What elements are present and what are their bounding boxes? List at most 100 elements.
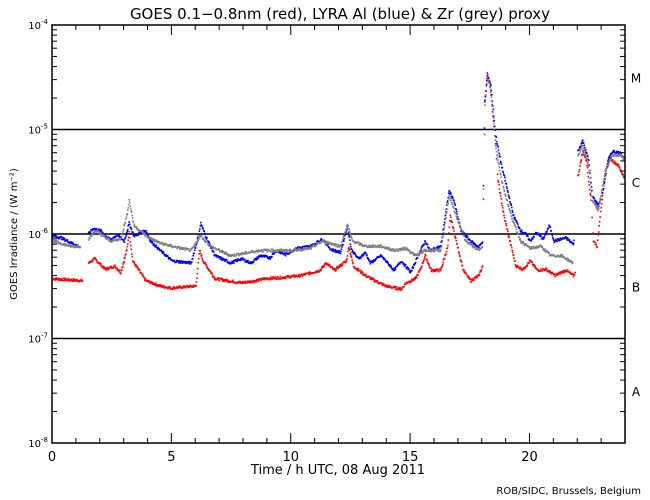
data-point bbox=[316, 243, 319, 245]
data-point bbox=[154, 283, 156, 286]
data-point bbox=[371, 277, 373, 279]
data-point bbox=[603, 175, 606, 177]
data-point bbox=[338, 246, 340, 248]
data-point bbox=[584, 156, 587, 158]
data-point bbox=[99, 262, 101, 265]
data-point bbox=[490, 89, 492, 91]
data-point bbox=[423, 258, 426, 260]
data-point bbox=[206, 237, 208, 239]
data-point bbox=[192, 254, 194, 257]
data-point bbox=[534, 233, 537, 235]
data-point bbox=[330, 242, 332, 245]
data-point bbox=[240, 258, 243, 261]
data-point bbox=[341, 264, 344, 266]
data-point bbox=[307, 247, 310, 249]
data-point bbox=[619, 168, 621, 170]
data-point bbox=[138, 230, 140, 232]
data-point bbox=[124, 237, 127, 239]
data-point bbox=[470, 241, 473, 243]
data-point bbox=[182, 260, 184, 263]
data-point bbox=[276, 250, 278, 252]
data-point bbox=[371, 277, 374, 280]
data-point bbox=[142, 229, 144, 232]
data-point bbox=[280, 250, 282, 252]
data-point bbox=[360, 272, 363, 274]
data-point bbox=[446, 247, 449, 249]
data-point bbox=[61, 238, 63, 241]
data-point bbox=[462, 269, 465, 271]
data-point bbox=[565, 258, 568, 261]
data-point bbox=[253, 251, 256, 254]
data-point bbox=[570, 259, 572, 262]
data-point bbox=[481, 265, 484, 267]
data-point bbox=[538, 246, 540, 249]
data-point bbox=[479, 271, 481, 273]
data-point bbox=[252, 279, 255, 282]
data-point bbox=[498, 152, 500, 154]
chart-title: GOES 0.1−0.8nm (red), LYRA Al (blue) & Z… bbox=[130, 5, 550, 23]
data-point bbox=[73, 278, 76, 280]
data-point bbox=[328, 242, 331, 244]
data-point bbox=[340, 243, 343, 246]
data-point bbox=[603, 181, 606, 183]
data-point bbox=[498, 183, 500, 186]
data-point bbox=[158, 248, 161, 250]
data-point bbox=[169, 244, 171, 247]
data-point bbox=[338, 266, 341, 268]
data-point bbox=[118, 234, 120, 236]
data-point bbox=[471, 243, 473, 246]
data-point bbox=[157, 284, 160, 286]
data-point bbox=[255, 257, 258, 260]
data-point bbox=[508, 197, 511, 200]
data-point bbox=[60, 236, 62, 238]
data-point bbox=[413, 254, 415, 257]
data-point bbox=[143, 232, 145, 234]
data-point bbox=[371, 244, 373, 247]
data-point bbox=[331, 267, 334, 269]
data-point bbox=[345, 228, 348, 231]
data-point bbox=[469, 243, 472, 246]
data-point bbox=[623, 177, 625, 179]
data-point bbox=[132, 220, 134, 222]
data-point bbox=[525, 233, 528, 236]
data-point bbox=[383, 245, 385, 248]
data-point bbox=[372, 261, 375, 263]
data-point bbox=[480, 269, 483, 271]
data-point bbox=[516, 232, 519, 234]
data-point bbox=[198, 238, 201, 240]
data-point bbox=[343, 237, 346, 240]
data-point bbox=[406, 248, 409, 250]
data-point bbox=[67, 277, 70, 280]
data-point bbox=[134, 264, 136, 266]
data-point bbox=[99, 264, 102, 266]
data-point bbox=[588, 172, 591, 175]
data-point bbox=[325, 243, 327, 246]
data-point bbox=[381, 284, 384, 287]
data-point bbox=[437, 249, 440, 251]
data-point bbox=[533, 247, 536, 250]
data-point bbox=[99, 230, 102, 233]
data-point bbox=[67, 279, 69, 282]
data-point bbox=[508, 205, 510, 208]
x-tick-label: 5 bbox=[167, 450, 175, 465]
data-point bbox=[285, 250, 287, 253]
data-point bbox=[368, 244, 370, 247]
data-point bbox=[508, 236, 511, 239]
data-point bbox=[452, 197, 454, 200]
data-point bbox=[605, 170, 607, 172]
data-point bbox=[438, 250, 440, 253]
data-point bbox=[589, 183, 592, 185]
data-point bbox=[493, 115, 495, 118]
data-point bbox=[600, 195, 602, 197]
data-point bbox=[87, 232, 90, 234]
data-point bbox=[478, 249, 480, 252]
data-point bbox=[507, 194, 510, 196]
data-point bbox=[162, 243, 164, 246]
data-point bbox=[180, 261, 182, 263]
data-point bbox=[200, 254, 203, 257]
data-point bbox=[516, 266, 518, 269]
data-point bbox=[363, 274, 365, 277]
data-point bbox=[155, 244, 158, 247]
data-point bbox=[387, 246, 390, 249]
data-point bbox=[114, 239, 116, 242]
